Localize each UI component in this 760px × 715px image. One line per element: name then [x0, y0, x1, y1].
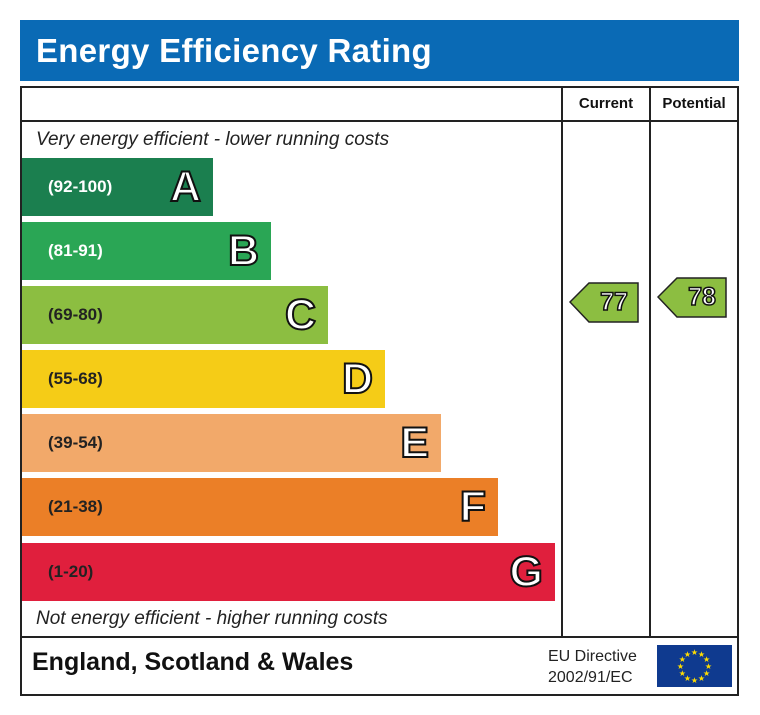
star-icon: ★ [679, 669, 686, 678]
star-icon: ★ [698, 674, 705, 683]
current-rating-value: 77 [599, 287, 628, 317]
column-divider-potential [649, 86, 651, 637]
star-icon: ★ [691, 676, 698, 685]
band-bar-b: (81-91) B [22, 222, 271, 280]
band-bar-g: (1-20) G [22, 543, 555, 601]
star-icon: ★ [691, 648, 698, 657]
header-divider [20, 120, 739, 122]
band-letter: E [399, 418, 430, 468]
star-icon: ★ [705, 662, 712, 671]
band-bar-c: (69-80) C [22, 286, 328, 344]
band-letter: A [169, 162, 202, 212]
band-range: (92-100) [48, 177, 113, 196]
band-letter: D [341, 354, 374, 404]
band-range: (39-54) [48, 433, 103, 452]
band-range: (21-38) [48, 497, 103, 516]
column-divider-current [561, 86, 563, 637]
current-arrow-shape [569, 282, 639, 323]
band-range: (55-68) [48, 369, 103, 388]
chart-title: Energy Efficiency Rating [20, 20, 739, 81]
band-letter: B [227, 226, 260, 276]
star-icon: ★ [684, 674, 691, 683]
potential-rating-value: 78 [687, 282, 716, 312]
star-icon: ★ [684, 650, 691, 659]
band-letter: F [459, 482, 487, 532]
band-range: (69-80) [48, 305, 103, 324]
potential-arrow-shape [657, 277, 727, 318]
star-icon: ★ [677, 662, 684, 671]
band-letter: C [284, 290, 317, 340]
band-letter: G [509, 547, 544, 597]
band-bar-a: (92-100) A [22, 158, 213, 216]
chart-frame [20, 86, 739, 696]
band-bar-d: (55-68) D [22, 350, 385, 408]
directive-line1: EU Directive [548, 648, 637, 665]
current-rating-arrow: 77 [569, 282, 639, 323]
column-header-potential: Potential [662, 95, 726, 112]
eu-flag-icon: ★ ★ ★ ★ ★ ★ ★ ★ ★ ★ ★ ★ [657, 645, 732, 687]
footer-divider [20, 636, 739, 638]
directive-line2: 2002/91/EC [548, 669, 633, 686]
top-note: Very energy efficient - lower running co… [36, 129, 390, 150]
star-icon: ★ [679, 655, 686, 664]
band-range: (1-20) [48, 562, 94, 581]
column-header-current: Current [578, 95, 634, 112]
band-bar-f: (21-38) F [22, 478, 498, 536]
country-label: England, Scotland & Wales [32, 648, 354, 676]
band-bar-e: (39-54) E [22, 414, 441, 472]
star-icon: ★ [703, 655, 710, 664]
star-icon: ★ [698, 650, 705, 659]
star-icon: ★ [703, 669, 710, 678]
band-range: (81-91) [48, 241, 103, 260]
potential-rating-arrow: 78 [657, 277, 727, 318]
eu-directive: EU Directive 2002/91/EC [548, 646, 637, 688]
bottom-note: Not energy efficient - higher running co… [36, 608, 388, 629]
